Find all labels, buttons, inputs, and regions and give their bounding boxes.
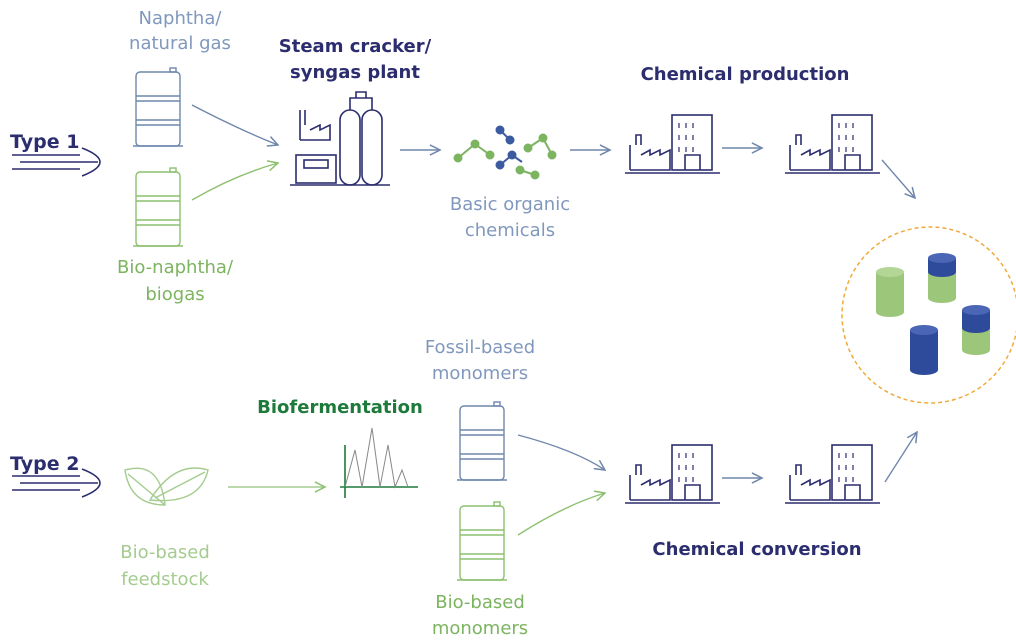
product-circle <box>841 226 1016 404</box>
bio-barrel <box>456 501 508 581</box>
fossil-barrel <box>456 401 508 481</box>
factory <box>784 444 881 504</box>
factory <box>784 114 881 174</box>
arrow <box>191 104 278 145</box>
basic-chemicals-label: Basic organic chemicals <box>450 194 570 241</box>
fossil-barrel <box>132 67 184 147</box>
factory <box>624 444 721 504</box>
chemical-conversion-label: Chemical conversion <box>652 539 861 560</box>
arrow <box>517 493 605 536</box>
steam-cracker-label: Steam cracker/syngas plant <box>279 36 432 83</box>
arrow <box>517 434 605 470</box>
bio-monomers-label: Bio-based monomers <box>432 592 528 639</box>
type2-label: Type 2 <box>10 453 79 475</box>
type2-arrow <box>12 468 101 498</box>
naphtha-label: Naphtha/natural gas <box>129 8 231 54</box>
arrow <box>884 432 917 483</box>
bio-barrel <box>132 167 184 247</box>
bio-naphtha-label: Bio-naphtha/biogas <box>117 257 234 305</box>
type1-label: Type 1 <box>10 131 79 153</box>
factory <box>624 114 721 174</box>
fermentation-chart <box>340 427 418 498</box>
plant-icon <box>290 91 390 186</box>
chemical-production-label: Chemical production <box>641 64 850 85</box>
bio-feedstock-label: Bio-based feedstock <box>120 542 210 590</box>
fossil-monomers-label: Fossil-based monomers <box>425 337 535 384</box>
arrow <box>191 163 278 201</box>
biofermentation-label: Biofermentation <box>257 397 423 418</box>
products <box>876 253 990 375</box>
arrow <box>881 159 915 198</box>
molecules <box>453 125 557 180</box>
leaf-icon <box>124 467 209 506</box>
type1-arrow <box>12 147 101 177</box>
